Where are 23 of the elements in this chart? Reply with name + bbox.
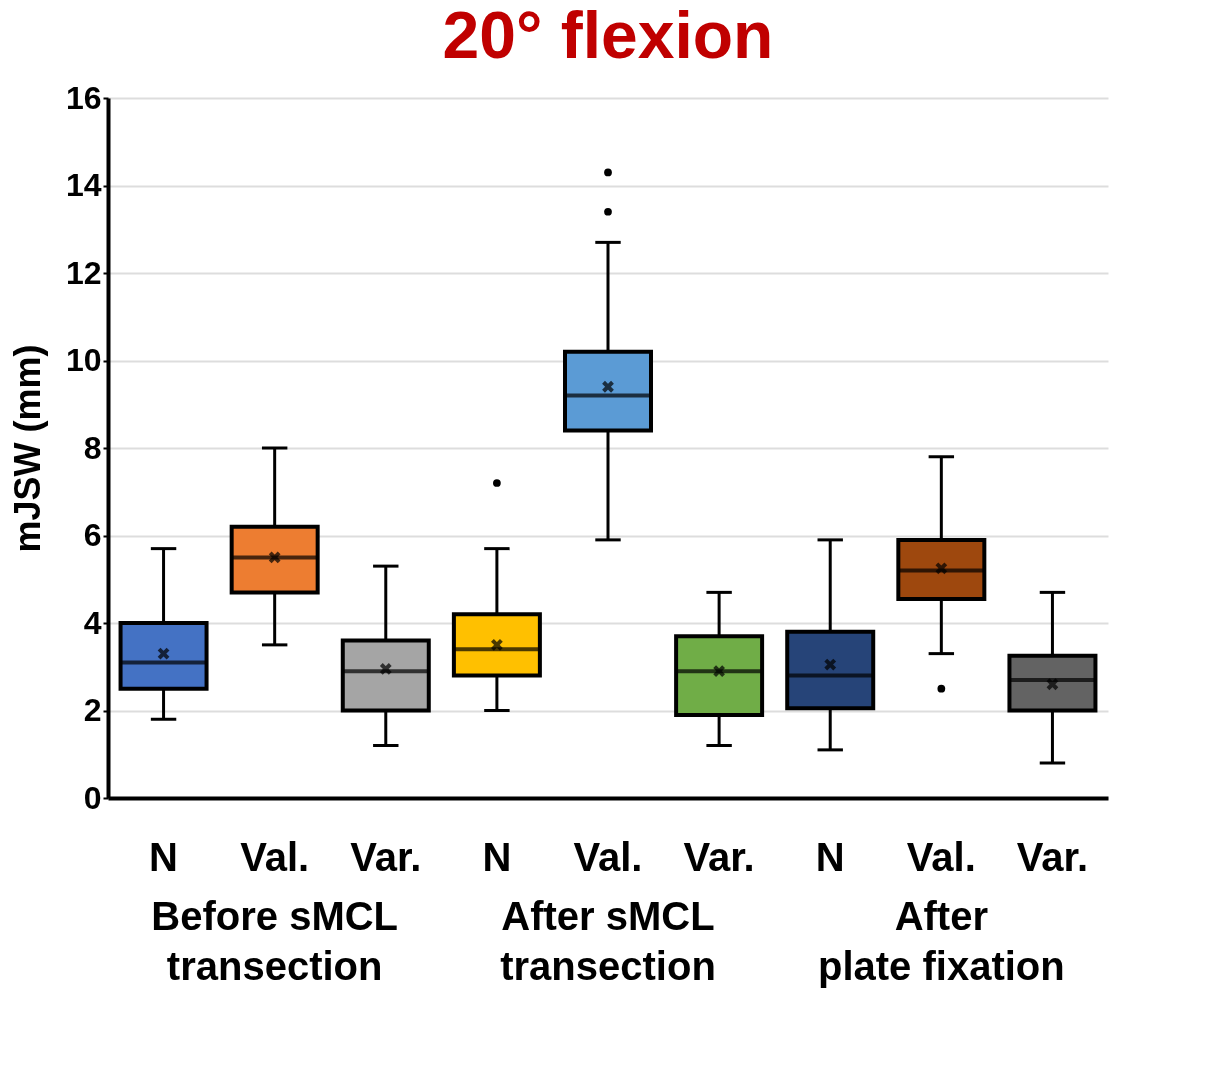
x-tick-label: Var. bbox=[1016, 834, 1089, 879]
x-tick-label: N bbox=[482, 834, 512, 879]
x-tick-label: Val. bbox=[240, 834, 310, 879]
y-tick-label: 0 bbox=[83, 779, 102, 816]
text: Before sMCL transection bbox=[151, 894, 399, 988]
y-tick-label: 10 bbox=[65, 342, 102, 378]
y-axis-title: mJSW (mm) bbox=[6, 344, 48, 553]
x-tick-label: Var. bbox=[350, 834, 422, 879]
y-tick-label: 2 bbox=[83, 692, 102, 728]
y-tick-label: 8 bbox=[83, 429, 102, 466]
x-tick-label: Val. bbox=[573, 834, 643, 879]
y-tick-label: 14 bbox=[65, 167, 102, 203]
chart-title: 20° flexion bbox=[442, 0, 774, 72]
y-tick-label: 12 bbox=[65, 254, 102, 291]
text: After plate fixation bbox=[817, 894, 1065, 988]
x-tick-label: Var. bbox=[683, 834, 755, 879]
x-tick-label: Val. bbox=[906, 834, 976, 879]
text: After sMCL transection bbox=[500, 894, 716, 988]
y-tick-label: 4 bbox=[83, 604, 102, 641]
x-tick-label: N bbox=[149, 834, 178, 879]
x-tick-label: N bbox=[815, 834, 845, 879]
y-tick-label: 16 bbox=[65, 79, 102, 116]
y-tick-label: 6 bbox=[83, 517, 102, 553]
